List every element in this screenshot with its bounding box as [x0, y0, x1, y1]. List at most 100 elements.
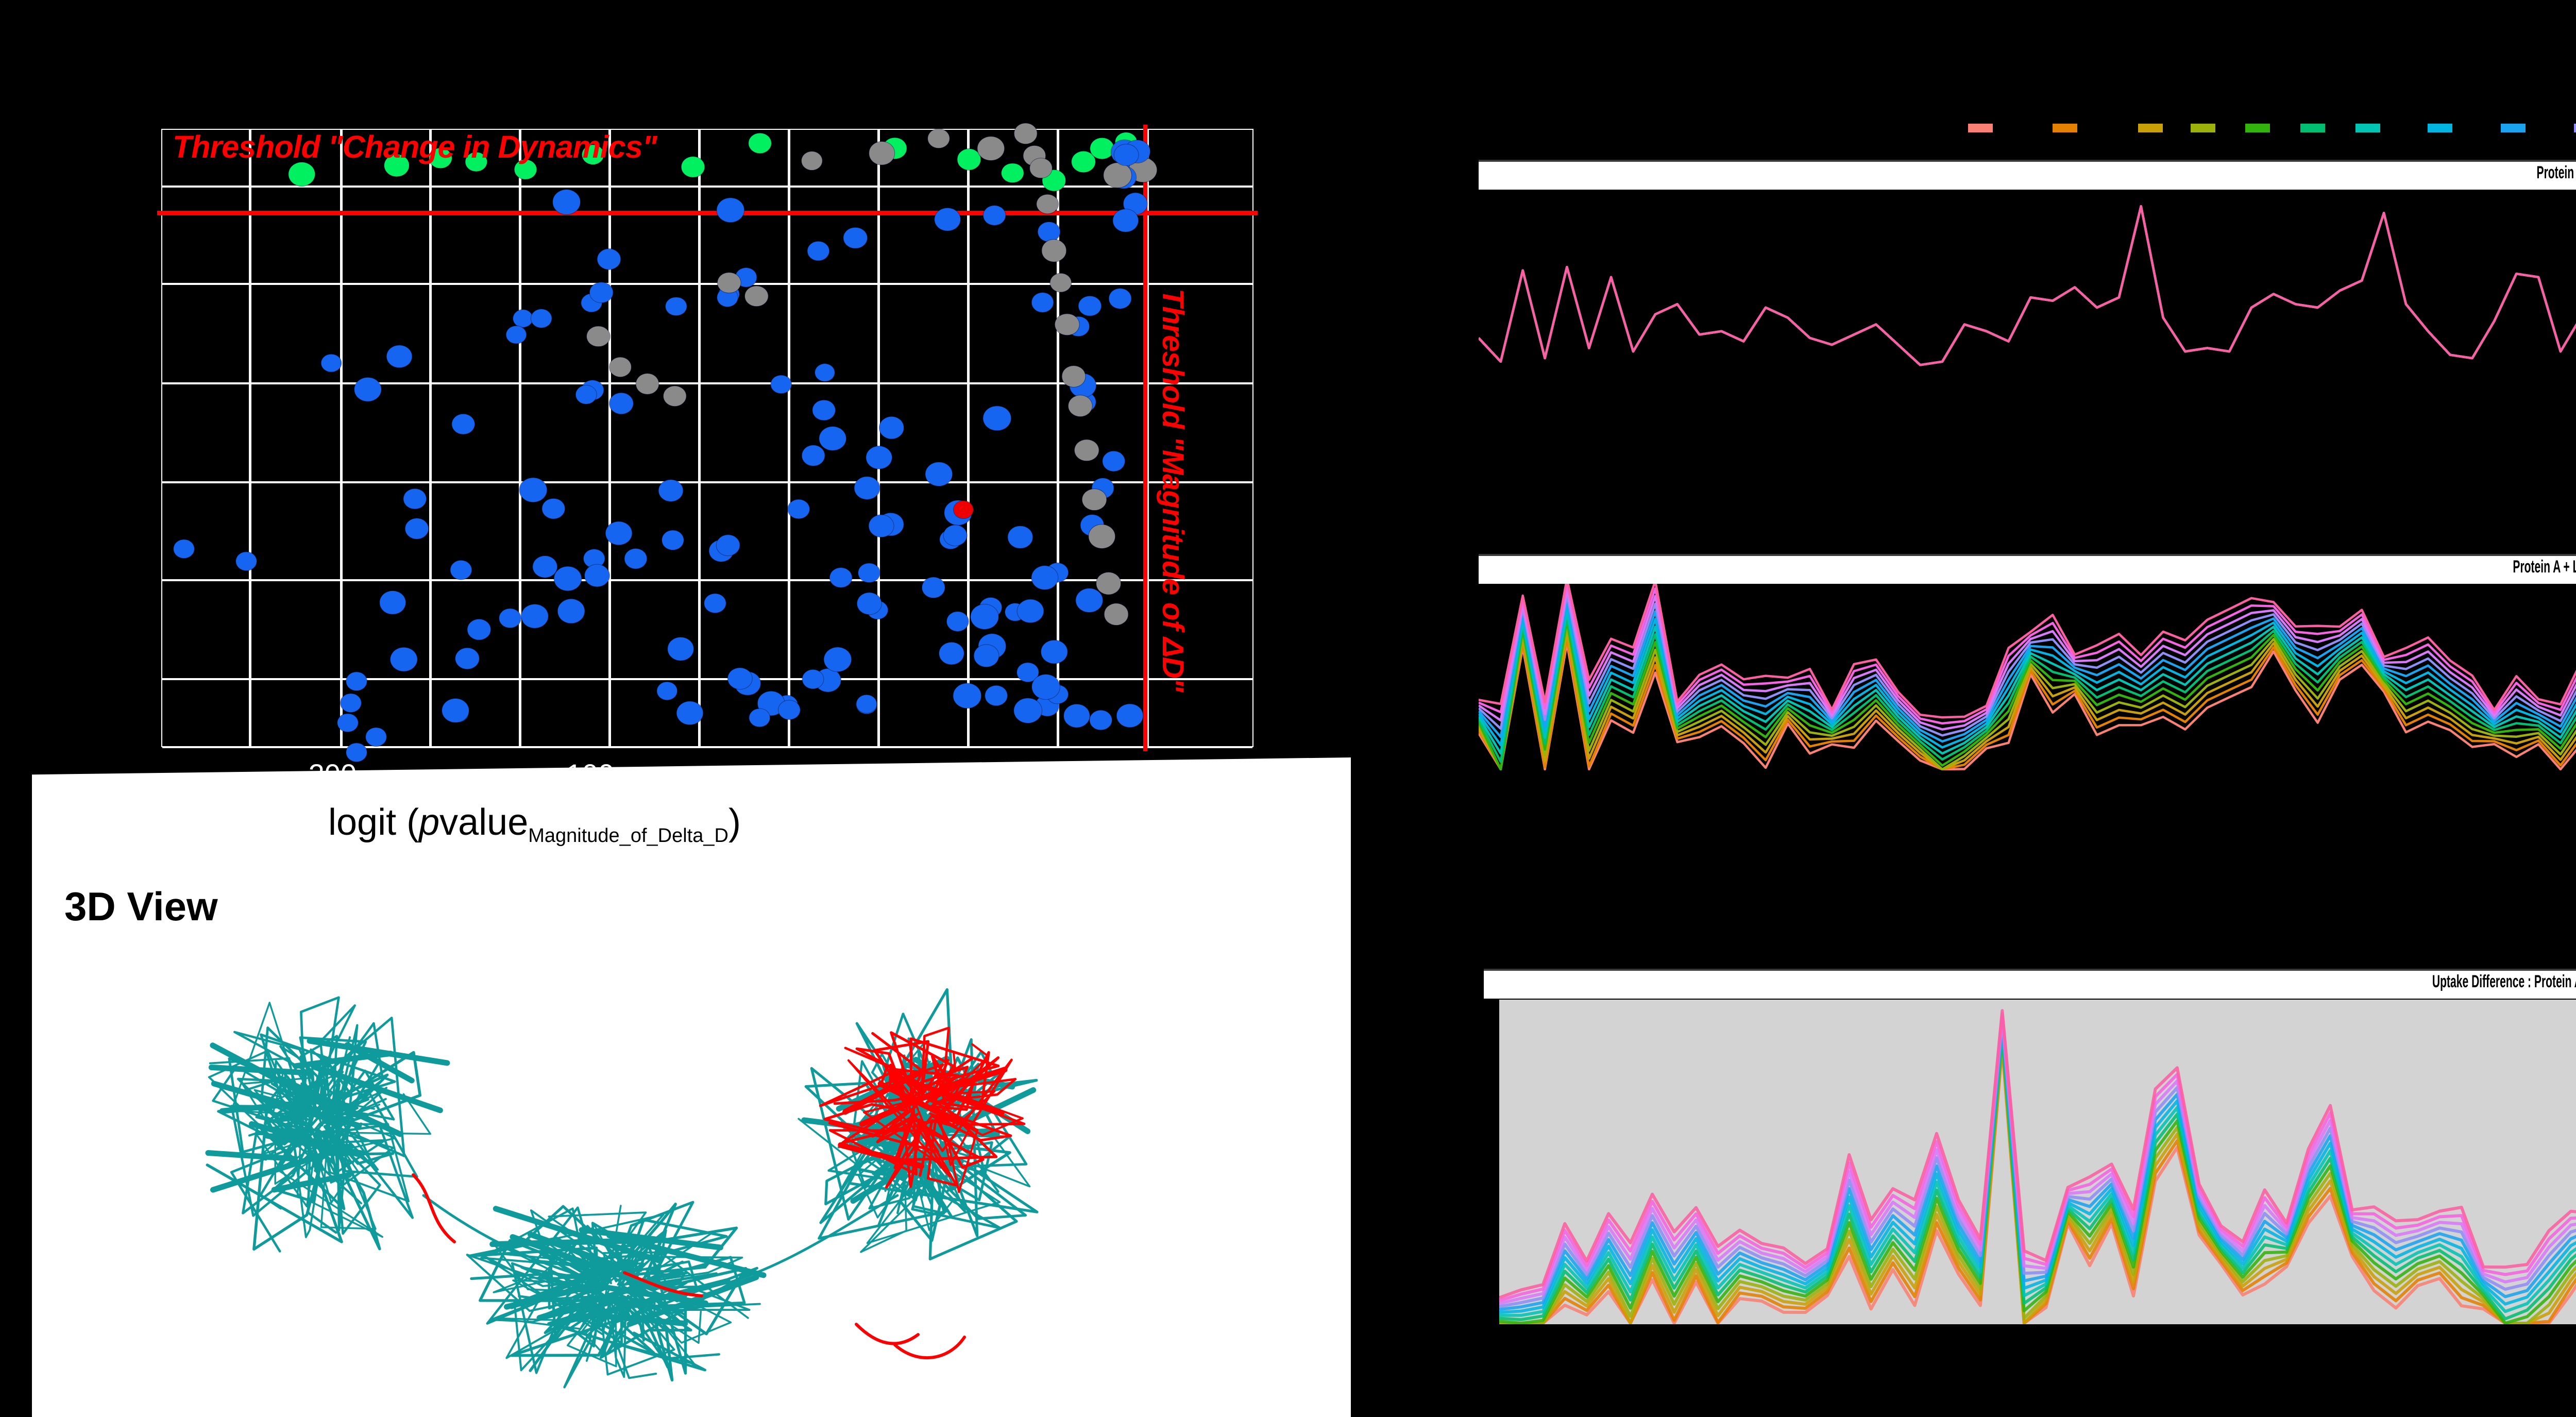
volcano-data-point[interactable] — [587, 326, 610, 347]
volcano-data-point[interactable] — [663, 385, 686, 407]
volcano-data-point[interactable] — [668, 637, 694, 661]
legend-swatch[interactable] — [1968, 124, 1993, 132]
volcano-data-point[interactable] — [1078, 296, 1101, 316]
volcano-data-point[interactable] — [801, 151, 823, 170]
volcano-data-point[interactable] — [1104, 163, 1132, 188]
volcano-data-point[interactable] — [716, 535, 740, 555]
volcano-data-point[interactable] — [521, 604, 549, 628]
volcano-data-point[interactable] — [815, 363, 835, 381]
volcano-data-point[interactable] — [925, 462, 952, 486]
volcano-data-point[interactable] — [465, 152, 487, 172]
volcano-data-point[interactable] — [718, 272, 741, 293]
volcano-data-point[interactable] — [854, 477, 880, 500]
3d-view-panel[interactable]: logit (pvalueMagnitude_of_Delta_D) 3D Vi… — [32, 757, 1351, 1417]
volcano-data-point[interactable] — [532, 555, 557, 578]
volcano-data-point[interactable] — [455, 648, 480, 669]
volcano-data-point[interactable] — [337, 713, 358, 732]
volcano-data-point[interactable] — [985, 685, 1008, 706]
volcano-data-point[interactable] — [879, 416, 904, 439]
volcano-data-point[interactable] — [514, 159, 537, 179]
volcano-data-point[interactable] — [662, 530, 684, 550]
volcano-data-point[interactable] — [869, 142, 895, 165]
volcano-data-point[interactable] — [1096, 572, 1121, 595]
volcano-data-point[interactable] — [442, 698, 469, 723]
volcano-data-point[interactable] — [704, 594, 726, 613]
volcano-data-point[interactable] — [922, 577, 945, 598]
volcano-data-point[interactable] — [1109, 289, 1131, 309]
volcano-data-point[interactable] — [365, 728, 386, 746]
volcano-data-point[interactable] — [605, 521, 632, 545]
volcano-data-point[interactable] — [727, 667, 752, 689]
volcano-data-point[interactable] — [984, 205, 1006, 225]
volcano-data-point[interactable] — [1116, 703, 1143, 728]
volcano-data-point[interactable] — [354, 377, 381, 402]
volcano-data-point[interactable] — [384, 154, 409, 177]
volcano-data-point[interactable] — [829, 567, 852, 587]
legend-swatch[interactable] — [2428, 124, 2452, 132]
volcano-data-point[interactable] — [235, 552, 257, 570]
plot-panel-protein-a[interactable]: Protein A — [1479, 160, 2576, 376]
series-legend[interactable] — [1968, 124, 2576, 137]
volcano-data-point[interactable] — [807, 241, 829, 261]
plot-body[interactable] — [1499, 1000, 2576, 1324]
volcano-data-point[interactable] — [506, 326, 527, 344]
volcano-data-point[interactable] — [1068, 395, 1092, 417]
plot-body[interactable] — [1479, 584, 2576, 770]
volcano-data-point[interactable] — [321, 354, 342, 372]
volcano-data-point[interactable] — [450, 560, 472, 580]
volcano-data-point[interactable] — [957, 149, 981, 170]
volcano-data-point[interactable] — [1104, 603, 1128, 625]
volcano-data-point[interactable] — [1113, 209, 1139, 232]
volcano-data-point[interactable] — [1075, 440, 1099, 461]
volcano-data-point[interactable] — [658, 480, 683, 501]
volcano-data-point[interactable] — [856, 695, 877, 713]
volcano-data-point[interactable] — [346, 743, 367, 762]
volcano-data-point[interactable] — [1072, 151, 1096, 173]
volcano-data-point[interactable] — [1041, 640, 1067, 664]
volcano-data-point[interactable] — [1031, 292, 1054, 312]
volcano-data-point[interactable] — [666, 297, 687, 316]
volcano-data-point[interactable] — [857, 593, 882, 615]
plot-panel-protein-a-ligand[interactable]: Protein A + Ligand — [1479, 554, 2576, 770]
volcano-data-point[interactable] — [1002, 163, 1024, 183]
volcano-plot-area[interactable] — [157, 123, 1258, 762]
volcano-data-point[interactable] — [1076, 588, 1103, 612]
volcano-data-point[interactable] — [749, 709, 770, 727]
volcano-data-point[interactable] — [971, 604, 999, 629]
volcano-data-point[interactable] — [1090, 138, 1114, 159]
volcano-data-point[interactable] — [682, 156, 705, 177]
volcano-data-point[interactable] — [1089, 710, 1112, 730]
legend-swatch[interactable] — [2300, 124, 2325, 132]
volcano-data-point[interactable] — [866, 446, 892, 469]
volcano-data-point[interactable] — [778, 700, 800, 720]
volcano-data-point[interactable] — [589, 282, 613, 303]
volcano-data-point[interactable] — [636, 373, 659, 394]
volcano-data-point[interactable] — [499, 608, 521, 628]
volcano-data-point[interactable] — [983, 406, 1011, 431]
uptake-plots-panel[interactable]: Protein A Protein A + Ligand Uptake Diff… — [1479, 0, 2576, 1400]
legend-swatch[interactable] — [2574, 124, 2576, 132]
volcano-data-point[interactable] — [843, 227, 868, 248]
volcano-data-point[interactable] — [1049, 273, 1072, 292]
legend-swatch[interactable] — [2501, 124, 2526, 132]
volcano-data-point[interactable] — [519, 478, 547, 502]
volcano-data-point[interactable] — [289, 162, 315, 187]
volcano-data-point[interactable] — [946, 611, 969, 631]
volcano-data-point[interactable] — [1032, 674, 1060, 699]
volcano-data-point[interactable] — [174, 539, 195, 559]
volcano-data-point[interactable] — [557, 599, 585, 623]
volcano-data-point[interactable] — [977, 137, 1004, 160]
volcano-data-point[interactable] — [542, 499, 565, 519]
volcano-data-point[interactable] — [513, 310, 533, 328]
legend-swatch[interactable] — [2355, 124, 2380, 132]
volcano-data-point[interactable] — [943, 525, 967, 546]
volcano-data-point[interactable] — [597, 249, 621, 270]
volcano-data-point[interactable] — [802, 445, 825, 466]
volcano-data-point[interactable] — [824, 647, 852, 672]
volcano-data-point[interactable] — [609, 393, 633, 414]
plot-panel-uptake-difference[interactable]: Uptake Difference : Protein A - (Protein… — [1479, 969, 2576, 1324]
volcano-data-point[interactable] — [717, 198, 744, 223]
volcano-data-point[interactable] — [745, 286, 768, 307]
volcano-data-point[interactable] — [1008, 526, 1032, 548]
volcano-data-point[interactable] — [467, 619, 491, 640]
